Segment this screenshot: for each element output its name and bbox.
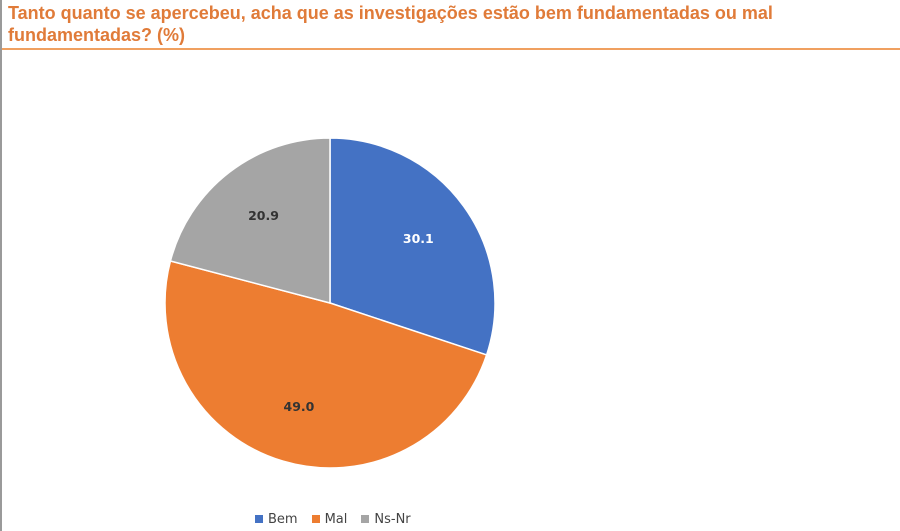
legend-swatch-ns-nr	[361, 515, 370, 523]
legend-item-mal: Mal	[311, 511, 348, 527]
legend-label-ns-nr: Ns-Nr	[374, 511, 411, 527]
legend-label-mal: Mal	[324, 511, 348, 527]
data-label-mal: 49.0	[284, 399, 315, 414]
legend-swatch-mal	[311, 515, 320, 523]
legend-label-bem: Bem	[268, 511, 298, 527]
pie-slice-bem	[329, 137, 496, 356]
legend-item-bem: Bem	[255, 512, 298, 527]
chart-title: Tanto quanto se apercebeu, acha que as i…	[8, 3, 773, 45]
data-label-bem: 30.1	[403, 231, 434, 246]
data-label-ns-nr: 20.9	[248, 208, 279, 223]
title-divider	[2, 48, 900, 50]
pie-slice-ns-nr	[169, 137, 331, 304]
chart-frame-border	[0, 0, 2, 531]
pie-slice-mal	[164, 260, 488, 469]
chart-legend: Bem Mal Ns-Nr	[255, 510, 411, 528]
legend-swatch-bem	[255, 515, 263, 523]
legend-item-ns-nr: Ns-Nr	[361, 511, 411, 527]
